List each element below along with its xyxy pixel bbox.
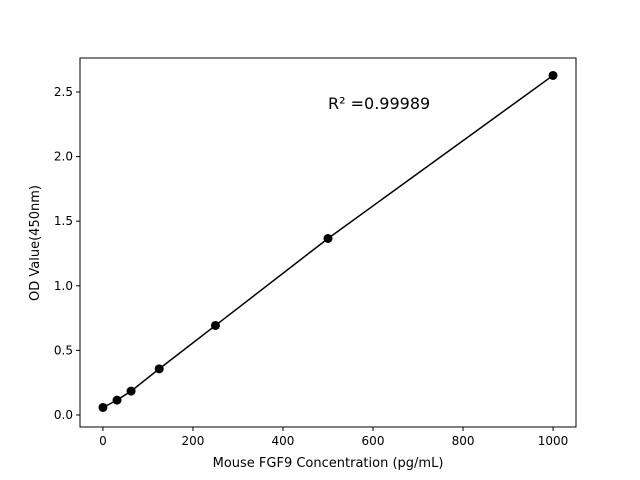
data-point [154, 364, 164, 374]
x-tick-label: 400 [272, 434, 295, 448]
data-point [98, 402, 108, 412]
data-point [112, 395, 122, 405]
data-point [323, 233, 333, 243]
x-tick-label: 600 [362, 434, 385, 448]
y-tick-label: 2.0 [54, 150, 73, 164]
data-point [126, 386, 136, 396]
y-tick-label: 0.0 [54, 408, 73, 422]
y-tick-label: 0.5 [54, 343, 73, 357]
x-tick-label: 0 [99, 434, 107, 448]
y-axis-label: OD Value(450nm) [28, 185, 43, 301]
x-tick-label: 200 [182, 434, 205, 448]
x-axis-label: Mouse FGF9 Concentration (pg/mL) [213, 456, 444, 471]
data-point [548, 70, 558, 80]
x-tick-label: 1000 [538, 434, 569, 448]
annotation: R² =0.99989 [328, 94, 430, 113]
y-tick-label: 1.0 [54, 279, 73, 293]
y-tick-label: 2.5 [54, 85, 73, 99]
x-tick-label: 800 [452, 434, 475, 448]
plot-frame [79, 57, 577, 428]
data-point [210, 320, 220, 330]
y-tick-label: 1.5 [54, 214, 73, 228]
